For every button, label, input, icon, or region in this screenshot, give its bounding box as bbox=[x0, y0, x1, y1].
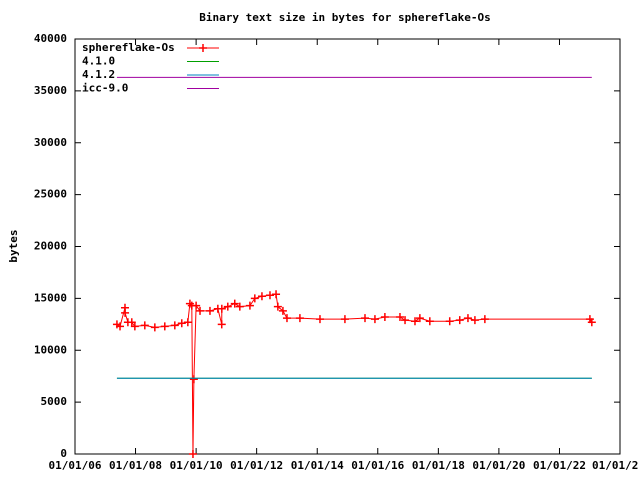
data-point bbox=[272, 290, 281, 299]
legend-swatch bbox=[199, 44, 207, 52]
data-point bbox=[116, 322, 125, 331]
data-point bbox=[188, 450, 197, 458]
x-tick-label: 01/01/14 bbox=[291, 459, 344, 472]
x-tick-label: 01/01/12 bbox=[230, 459, 283, 472]
data-point bbox=[140, 321, 149, 330]
data-point bbox=[370, 315, 379, 324]
data-point bbox=[230, 299, 239, 308]
y-tick-label: 0 bbox=[60, 447, 67, 460]
x-tick-label: 01/01/08 bbox=[109, 459, 162, 472]
x-tick-label: 01/01/16 bbox=[351, 459, 404, 472]
plot-frame bbox=[74, 38, 621, 455]
data-point bbox=[273, 302, 282, 311]
data-point bbox=[217, 320, 226, 329]
data-point bbox=[282, 314, 291, 323]
series-line bbox=[116, 293, 593, 455]
legend-label: icc-9.0 bbox=[82, 82, 128, 95]
data-point bbox=[223, 302, 232, 311]
data-point bbox=[315, 315, 324, 324]
data-point bbox=[445, 317, 454, 326]
x-tick-label: 01/01/18 bbox=[412, 459, 465, 472]
data-point bbox=[150, 323, 159, 332]
x-tick-label: 01/01/06 bbox=[49, 459, 102, 472]
y-tick-label: 40000 bbox=[34, 32, 67, 45]
y-tick-label: 25000 bbox=[34, 188, 67, 201]
x-tick-label: 01/01/20 bbox=[472, 459, 525, 472]
data-point bbox=[380, 313, 389, 322]
chart-title: Binary text size in bytes for sphereflak… bbox=[199, 11, 490, 24]
data-point bbox=[177, 319, 186, 328]
data-point bbox=[278, 306, 287, 315]
y-tick-label: 35000 bbox=[34, 84, 67, 97]
y-tick-label: 20000 bbox=[34, 240, 67, 253]
data-point bbox=[360, 314, 369, 323]
legend-label: sphereflake-Os bbox=[82, 41, 175, 54]
data-point bbox=[480, 315, 489, 324]
y-tick-label: 5000 bbox=[41, 395, 68, 408]
legend-label: 4.1.2 bbox=[82, 68, 115, 81]
data-point bbox=[170, 321, 179, 330]
data-point bbox=[192, 301, 201, 310]
data-point bbox=[587, 318, 596, 327]
y-tick-label: 15000 bbox=[34, 291, 67, 304]
data-point bbox=[235, 302, 244, 311]
legend-label: 4.1.0 bbox=[82, 55, 115, 68]
data-point bbox=[340, 315, 349, 324]
data-point bbox=[205, 306, 214, 315]
y-axis-label: bytes bbox=[7, 229, 20, 262]
data-point bbox=[425, 317, 434, 326]
data-point bbox=[470, 316, 479, 325]
data-point bbox=[463, 314, 472, 323]
data-point bbox=[121, 308, 130, 317]
data-point bbox=[410, 317, 419, 326]
data-point bbox=[130, 322, 139, 331]
data-point bbox=[189, 375, 198, 384]
data-point bbox=[245, 301, 254, 310]
data-point bbox=[196, 306, 205, 315]
y-tick-label: 10000 bbox=[34, 343, 67, 356]
y-tick-label: 30000 bbox=[34, 136, 67, 149]
data-point bbox=[160, 322, 169, 331]
data-point bbox=[183, 318, 192, 327]
data-point bbox=[415, 314, 424, 323]
data-point bbox=[265, 291, 274, 300]
x-tick-label: 01/01/2 bbox=[592, 459, 638, 472]
data-point bbox=[127, 318, 136, 327]
data-point bbox=[217, 304, 226, 313]
data-point bbox=[401, 316, 410, 325]
data-point bbox=[295, 314, 304, 323]
x-tick-label: 01/01/10 bbox=[170, 459, 223, 472]
x-tick-label: 01/01/22 bbox=[533, 459, 586, 472]
data-point bbox=[257, 292, 266, 301]
data-point bbox=[250, 294, 259, 303]
data-point bbox=[395, 313, 404, 322]
data-point bbox=[455, 316, 464, 325]
